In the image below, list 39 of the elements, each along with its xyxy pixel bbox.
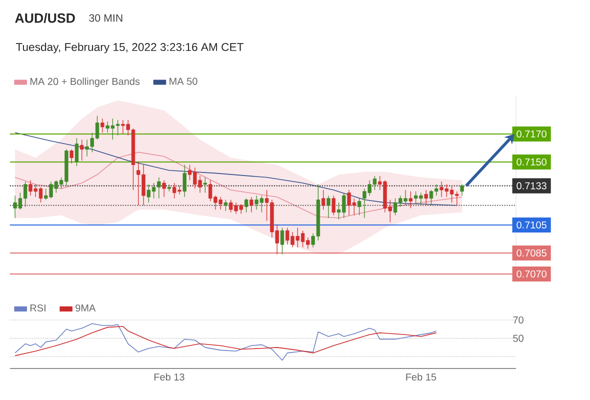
candlestick: [182, 164, 186, 198]
line-series: [14, 152, 462, 218]
y-tick-label: 0.7170: [516, 130, 546, 138]
x-tick-label: Feb 13: [154, 373, 184, 381]
candlestick: [393, 198, 398, 216]
y-tick-label: 0.7150: [516, 158, 546, 166]
legend-label: MA 50: [170, 78, 198, 85]
candlestick: [326, 195, 330, 218]
chart-title: AUD/USD: [15, 13, 75, 23]
candlestick: [224, 199, 228, 212]
candlestick: [321, 190, 326, 210]
y-tick-label: 70: [513, 316, 524, 324]
candlestick: [162, 180, 166, 198]
text: Tuesday, February 15, 2022 3:23:16 AM CET: [16, 42, 244, 54]
legend-label: 9MA: [76, 304, 96, 312]
candlestick: [357, 198, 362, 216]
candlestick: [250, 196, 254, 213]
candlestick: [460, 184, 464, 196]
candlestick: [203, 177, 208, 194]
candlestick: [80, 139, 84, 161]
candlestick: [157, 177, 161, 199]
y-tick-label: 0.7085: [516, 249, 546, 257]
y-tick-label: 0.7105: [516, 221, 546, 229]
y-tick-label: 50: [513, 334, 524, 342]
legend-label: MA 20 + Bollinger Bands: [30, 78, 140, 87]
chart-subtitle: 30 MIN: [89, 14, 122, 22]
candlestick: [424, 190, 428, 206]
candlestick: [280, 227, 284, 255]
candlestick: [100, 118, 104, 133]
candlestick: [408, 191, 413, 209]
candlestick: [70, 149, 74, 164]
y-tick-label: 0.7070: [516, 270, 546, 278]
legend-label: RSI: [30, 304, 46, 312]
line-series: [14, 132, 458, 206]
y-tick-label: 0.7133: [516, 182, 546, 190]
candlestick: [74, 138, 79, 167]
candlestick: [332, 195, 336, 216]
x-tick-label: Feb 15: [406, 373, 436, 381]
candlestick: [244, 198, 248, 213]
